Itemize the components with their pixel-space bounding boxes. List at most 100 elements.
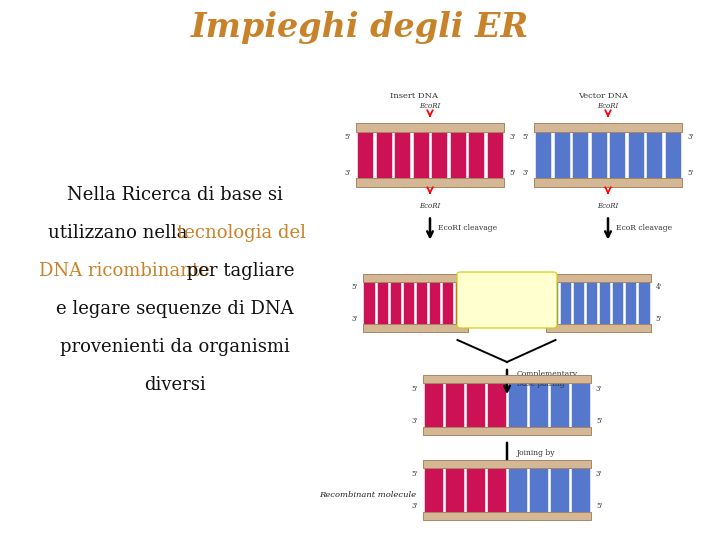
Text: 3': 3' xyxy=(412,417,418,425)
Text: 4': 4' xyxy=(472,284,479,292)
Text: 3': 3' xyxy=(596,470,602,478)
Text: 5': 5' xyxy=(687,168,693,177)
Bar xyxy=(591,132,607,178)
Bar xyxy=(356,123,504,132)
Text: 3': 3' xyxy=(351,315,358,323)
Bar xyxy=(625,282,636,324)
Bar xyxy=(395,132,410,178)
Text: 3': 3' xyxy=(345,168,351,177)
Bar xyxy=(586,282,597,324)
Bar xyxy=(362,324,467,332)
Bar xyxy=(423,460,591,468)
Bar xyxy=(612,282,624,324)
Bar xyxy=(364,282,374,324)
Text: Complementary: Complementary xyxy=(517,370,578,378)
Bar xyxy=(425,468,443,511)
Bar xyxy=(599,282,611,324)
Bar xyxy=(467,383,485,427)
Bar xyxy=(425,383,443,427)
Text: Insert DNA: Insert DNA xyxy=(390,91,438,99)
Bar xyxy=(446,383,464,427)
Bar xyxy=(546,282,558,324)
Text: Impieghi degli ER: Impieghi degli ER xyxy=(191,11,529,44)
Text: EcoRI: EcoRI xyxy=(598,102,618,110)
Text: 5': 5' xyxy=(412,385,418,393)
Bar xyxy=(423,427,591,435)
Bar xyxy=(572,282,584,324)
Bar xyxy=(572,468,590,511)
Bar xyxy=(487,468,505,511)
Text: 3: 3 xyxy=(536,315,541,323)
Text: 5': 5' xyxy=(596,417,603,425)
Bar xyxy=(423,511,591,520)
Bar xyxy=(416,282,427,324)
Text: EcoRI: EcoRI xyxy=(419,102,441,110)
Text: 5': 5' xyxy=(351,284,358,292)
FancyBboxPatch shape xyxy=(457,272,557,328)
Text: 5': 5' xyxy=(509,168,516,177)
Bar xyxy=(529,383,547,427)
Text: base pairing: base pairing xyxy=(517,380,564,388)
Bar xyxy=(376,132,392,178)
Text: results in overhanging: results in overhanging xyxy=(472,295,542,300)
Bar xyxy=(377,282,388,324)
Bar xyxy=(413,132,428,178)
Text: 5': 5' xyxy=(655,315,662,323)
Bar xyxy=(628,132,644,178)
Text: Recombinant molecule: Recombinant molecule xyxy=(320,491,417,499)
Bar xyxy=(551,383,569,427)
Bar xyxy=(442,282,454,324)
Bar xyxy=(534,123,682,132)
Bar xyxy=(639,282,649,324)
Text: 4': 4' xyxy=(655,284,662,292)
Bar xyxy=(468,132,485,178)
Text: Joining by: Joining by xyxy=(517,449,556,457)
Bar xyxy=(455,282,467,324)
Text: DNA ricombinante: DNA ricombinante xyxy=(39,262,210,280)
Bar xyxy=(508,468,526,511)
Bar xyxy=(529,468,547,511)
Text: 5': 5' xyxy=(534,284,541,292)
Text: 5': 5' xyxy=(345,133,351,141)
Text: Vector DNA: Vector DNA xyxy=(578,91,628,99)
Text: 5': 5' xyxy=(412,470,418,478)
Bar xyxy=(546,324,650,332)
Bar xyxy=(429,282,441,324)
Text: 3': 3' xyxy=(596,385,602,393)
Bar xyxy=(446,468,464,511)
Bar xyxy=(450,132,466,178)
Bar xyxy=(487,132,503,178)
Bar xyxy=(431,132,447,178)
Bar xyxy=(508,383,526,427)
Bar xyxy=(647,132,662,178)
Bar xyxy=(572,132,588,178)
Text: 3': 3' xyxy=(509,133,516,141)
Bar xyxy=(554,132,570,178)
Bar xyxy=(559,282,571,324)
Bar xyxy=(390,282,401,324)
Text: e legare sequenze di DNA: e legare sequenze di DNA xyxy=(56,300,294,318)
Text: utilizzano nella: utilizzano nella xyxy=(48,224,193,242)
Bar xyxy=(551,468,569,511)
Text: DNA ligase: DNA ligase xyxy=(517,460,560,468)
Bar xyxy=(535,132,552,178)
Text: 3': 3' xyxy=(523,168,529,177)
Text: 5: 5 xyxy=(472,315,477,323)
Bar xyxy=(665,132,680,178)
Bar xyxy=(423,375,591,383)
Bar xyxy=(356,178,504,187)
Text: EcoRI: EcoRI xyxy=(419,201,441,210)
Text: single-stranded tails.: single-stranded tails. xyxy=(474,307,540,312)
Text: provenienti da organismi: provenienti da organismi xyxy=(60,338,290,356)
Text: 5': 5' xyxy=(523,133,529,141)
Bar xyxy=(546,274,650,282)
Bar xyxy=(357,132,373,178)
Text: 3': 3' xyxy=(687,133,693,141)
Bar xyxy=(402,282,414,324)
Bar xyxy=(487,383,505,427)
Text: EcoRI: EcoRI xyxy=(598,201,618,210)
Text: Nella Ricerca di base si: Nella Ricerca di base si xyxy=(67,186,283,204)
Text: per tagliare: per tagliare xyxy=(181,262,294,280)
Bar xyxy=(467,468,485,511)
Bar xyxy=(609,132,625,178)
